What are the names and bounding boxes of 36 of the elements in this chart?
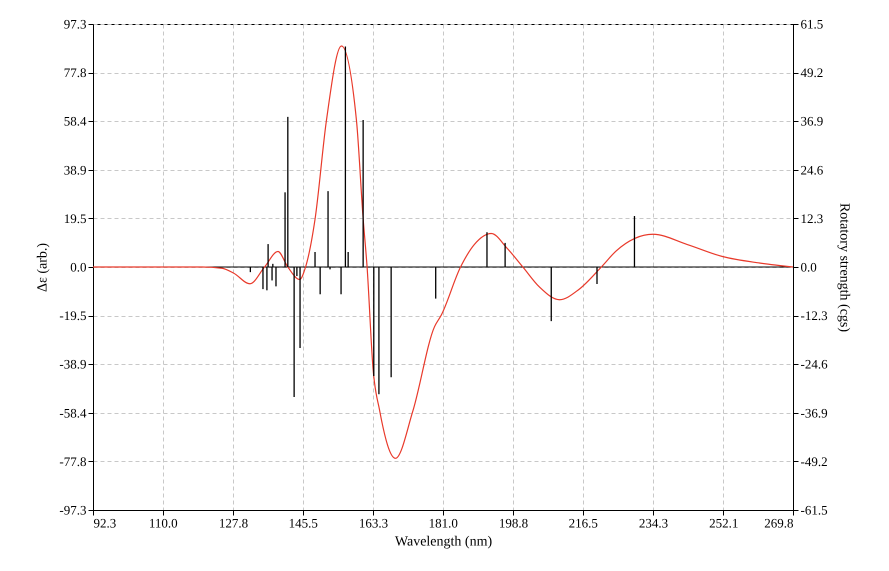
y2-tick-label: 0.0 [800, 260, 817, 274]
x-tick-label: 181.0 [428, 516, 458, 530]
x-tick-label: 110.0 [148, 516, 178, 530]
x-tick-label: 198.8 [498, 516, 528, 530]
x-tick-label: 145.5 [288, 516, 318, 530]
y2-tick-label: 49.2 [800, 65, 824, 80]
x-tick-label: 163.3 [358, 516, 388, 530]
x-axis-title: Wavelength (nm) [394, 534, 492, 550]
x-tick-label: 216.5 [568, 516, 598, 530]
y2-tick-label: -24.6 [800, 356, 828, 372]
y-tick-label: 0.0 [70, 260, 86, 274]
y2-tick-label: -61.5 [800, 502, 828, 518]
y-tick-label: -58.4 [59, 405, 87, 420]
y2-tick-label: -49.2 [800, 454, 828, 469]
y2-axis-title: Rotatory strength (cgs) [836, 202, 852, 332]
x-tick-label: 252.1 [709, 516, 738, 530]
y-axis-title: Δε (arb.) [35, 242, 50, 292]
y-tick-label: 97.3 [64, 16, 86, 32]
y2-tick-label: 12.3 [800, 210, 824, 226]
x-tick-label: 127.8 [218, 516, 248, 530]
x-tick-label: 269.8 [764, 516, 794, 530]
y-tick-label: 38.9 [64, 162, 86, 178]
y-tick-label: -19.5 [59, 308, 86, 324]
x-tick-label: 92.3 [94, 516, 116, 530]
y2-tick-label: 61.5 [800, 16, 824, 32]
y2-tick-label: -12.3 [800, 308, 828, 324]
y-tick-label: 77.8 [64, 65, 86, 80]
y-tick-label: -77.8 [59, 454, 86, 469]
y-tick-label: 19.5 [64, 210, 86, 226]
y2-tick-label: 36.9 [800, 114, 824, 129]
y2-tick-label: 24.6 [800, 162, 824, 178]
y-tick-label: 58.4 [64, 114, 87, 129]
y-tick-label: -97.3 [59, 502, 86, 518]
y-tick-label: -38.9 [59, 356, 86, 372]
y2-tick-label: -36.9 [800, 405, 828, 420]
x-tick-label: 234.3 [638, 516, 668, 530]
